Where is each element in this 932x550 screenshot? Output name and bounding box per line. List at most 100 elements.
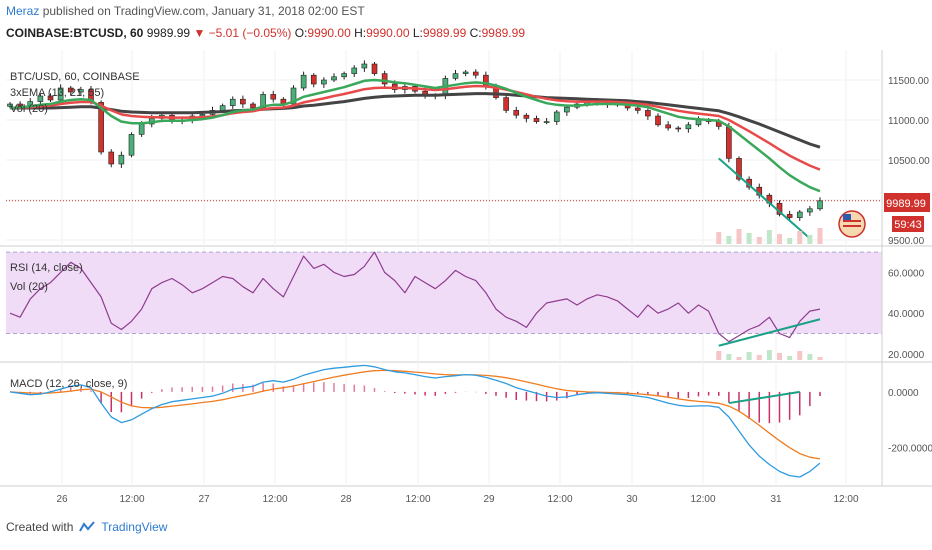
rsi-band xyxy=(6,252,882,334)
candle-body xyxy=(341,73,347,78)
us-flag-icon xyxy=(838,210,866,238)
candle-body xyxy=(219,105,226,111)
candle-body xyxy=(270,94,277,100)
low-label: L: xyxy=(412,26,423,40)
time-axis-tick-label: 12:00 xyxy=(833,494,858,505)
candle-body xyxy=(685,124,692,130)
countdown-label: 59:43 xyxy=(894,219,922,231)
candle-body xyxy=(452,73,459,79)
time-axis-tick-label: 28 xyxy=(340,494,352,505)
macd-axis-tick-label: -200.0000 xyxy=(888,444,932,455)
symbol-name[interactable]: COINBASE:BTCUSD, 60 xyxy=(6,26,144,40)
candle-body xyxy=(655,115,661,126)
volume-bar xyxy=(756,237,762,244)
price-pane xyxy=(7,60,823,244)
volume-bar xyxy=(787,238,793,244)
candle-body xyxy=(108,151,115,165)
time-axis-tick-label: 26 xyxy=(56,494,68,505)
rsi-volume-bar xyxy=(726,354,732,360)
rsi-volume-bar xyxy=(807,354,813,360)
macd-trend-line xyxy=(728,390,800,405)
time-axis-tick-label: 30 xyxy=(626,494,638,505)
rsi-axis-tick-label: 20.0000 xyxy=(888,350,925,361)
candle-body xyxy=(786,214,793,218)
candle-body xyxy=(57,87,64,101)
rsi-volume-bar xyxy=(756,355,762,360)
rsi-axis-tick-label: 60.0000 xyxy=(888,268,925,279)
macd-pane xyxy=(9,364,821,478)
candle-body xyxy=(118,154,125,165)
current-price-label: 9989.99 xyxy=(886,198,926,210)
candle-body xyxy=(250,103,256,109)
publish-text: published on TradingView.com, January 31… xyxy=(42,4,365,18)
candle-body xyxy=(138,123,145,135)
high-label: H: xyxy=(354,26,367,40)
price-change: ▼ −5.01 (−0.05%) xyxy=(193,26,292,40)
candle-body xyxy=(371,63,378,74)
rsi-axis-tick-label: 40.0000 xyxy=(888,309,925,320)
rsi-volume-bar xyxy=(797,351,803,360)
candle-body xyxy=(290,87,297,105)
rsi-pane xyxy=(6,251,882,360)
volume-bar xyxy=(726,236,732,244)
close-label: C: xyxy=(469,26,482,40)
candle-body xyxy=(472,71,479,76)
time-axis-tick-label: 12:00 xyxy=(547,494,572,505)
current-price-badge xyxy=(884,193,930,212)
candle-body xyxy=(543,121,550,123)
publisher-link[interactable]: Meraz xyxy=(6,4,40,18)
time-axis-tick-label: 12:00 xyxy=(405,494,430,505)
volume-bar xyxy=(746,233,752,244)
rsi-pane-title: RSI (14, close) xyxy=(10,262,83,274)
close-value: 9989.99 xyxy=(481,26,525,40)
candle-body xyxy=(553,111,560,122)
candle-body xyxy=(513,110,520,116)
candle-body xyxy=(47,95,54,101)
volume-bar xyxy=(797,231,803,244)
macd-axis-tick-label: 0.0000 xyxy=(888,388,919,399)
volume-bar xyxy=(736,229,742,244)
rsi-volume-bar xyxy=(716,351,722,360)
candle-body xyxy=(645,110,651,117)
price-axis-tick-label: 9500.00 xyxy=(888,236,925,247)
open-value: 9990.00 xyxy=(307,26,351,40)
rsi-line xyxy=(9,251,821,343)
candle-body xyxy=(7,103,13,107)
macd-signal-line xyxy=(9,369,821,460)
candle-body xyxy=(128,134,135,156)
candle-body xyxy=(310,74,317,85)
footer: Created with TradingView xyxy=(6,520,167,534)
chart-area[interactable]: 26 12:00 27 12:00 28 12:00 29 12:00 30 12:00 31 12:… xyxy=(0,50,932,518)
ema-mid-line xyxy=(9,84,821,171)
candle-body xyxy=(462,71,469,74)
candle-body xyxy=(523,114,530,119)
candle-body xyxy=(695,119,702,126)
ema-slow-line xyxy=(10,92,821,149)
price-axis-tick-label: 10500.00 xyxy=(888,156,930,167)
low-value: 9989.99 xyxy=(422,26,467,40)
candle-body xyxy=(351,67,358,74)
candle-body xyxy=(240,98,246,105)
price-pane-title: BTC/USD, 60, COINBASE xyxy=(10,71,140,83)
candle-body xyxy=(331,76,337,81)
volume-bar xyxy=(817,228,823,244)
rsi-volume-bar xyxy=(817,357,823,360)
volume-bar xyxy=(777,234,782,244)
time-axis-tick-label: 27 xyxy=(198,494,210,505)
open-label: O: xyxy=(294,26,308,40)
publish-info: Meraz published on TradingView.com, Janu… xyxy=(6,4,365,18)
candle-body xyxy=(503,97,509,111)
rsi-volume-bar xyxy=(746,352,752,360)
tradingview-brand-link[interactable]: TradingView xyxy=(101,520,168,534)
candle-body xyxy=(199,114,206,117)
volume-bar xyxy=(766,230,772,244)
candle-body xyxy=(229,98,236,106)
countdown-badge xyxy=(892,216,924,232)
candle-body xyxy=(78,89,84,93)
candle-body xyxy=(98,102,104,153)
candle-body xyxy=(634,107,641,111)
time-axis-tick-label: 12:00 xyxy=(690,494,715,505)
candle-body xyxy=(736,158,742,180)
rsi-volume-bar xyxy=(766,350,772,360)
candle-body xyxy=(796,211,803,218)
